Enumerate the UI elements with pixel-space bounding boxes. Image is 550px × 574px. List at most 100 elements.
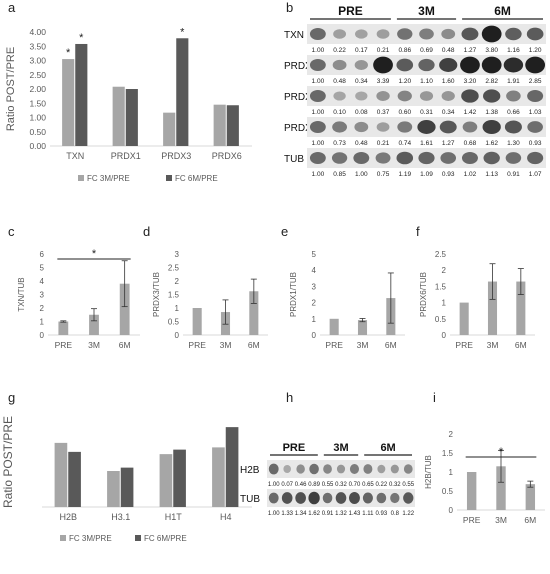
x-tick-label: 6M — [119, 340, 131, 350]
band-quant: 0.48 — [333, 78, 346, 85]
y-tick-label: 3 — [40, 291, 45, 300]
band — [373, 56, 393, 74]
band-quant: 1.07 — [529, 171, 542, 178]
group-label: PRE — [338, 4, 363, 18]
legend-label: FC 6M/PRE — [144, 534, 187, 543]
bar-PRE — [459, 302, 469, 335]
y-axis-title: Ratio POST/PRE — [1, 416, 15, 508]
band-quant: 1.61 — [420, 140, 433, 147]
x-tick-label: 6M — [515, 340, 527, 350]
band-quant: 3.20 — [464, 78, 477, 85]
bar-3M — [357, 320, 368, 335]
band-quant: 0.70 — [349, 482, 361, 488]
band-quant: 0.93 — [376, 511, 388, 517]
band — [525, 56, 546, 74]
y-tick-label: 2.00 — [29, 84, 46, 94]
band — [309, 463, 319, 475]
band — [418, 151, 435, 165]
band-quant: 3.80 — [485, 47, 498, 54]
bar-PRE — [329, 318, 339, 335]
y-tick-label: 2 — [312, 299, 317, 308]
band — [462, 121, 478, 133]
band — [504, 120, 522, 134]
y-axis-title: PRDX3/TUB — [152, 272, 161, 317]
band-quant: 0.68 — [464, 140, 477, 147]
band-quant: 1.43 — [349, 511, 361, 517]
band — [527, 151, 544, 165]
band-quant: 1.91 — [507, 78, 520, 85]
y-tick-label: 2 — [40, 304, 45, 313]
panel-letter-a: a — [8, 0, 16, 15]
band-quant: 0.48 — [355, 140, 368, 147]
x-tick-label: PRDX3 — [161, 151, 191, 161]
bar-6M — [119, 283, 130, 335]
y-tick-label: 2 — [449, 430, 454, 439]
bar-H4-series2 — [225, 427, 239, 507]
panel-letter-c: c — [8, 224, 15, 239]
band-quant: 0.32 — [389, 482, 401, 488]
y-tick-label: 2.50 — [29, 70, 46, 80]
band-quant: 1.00 — [312, 109, 325, 116]
band-quant: 0.69 — [420, 47, 433, 54]
row-label: TXN — [284, 30, 304, 41]
band — [417, 120, 436, 134]
band — [397, 90, 412, 102]
group-label: 3M — [333, 442, 348, 454]
band-quant: 0.46 — [295, 482, 307, 488]
band — [309, 121, 326, 133]
band — [419, 28, 434, 40]
band — [363, 464, 373, 474]
y-tick-label: 2 — [175, 277, 180, 286]
band-quant: 1.22 — [402, 511, 414, 517]
bar-PRE — [58, 321, 69, 335]
x-tick-label: 3M — [88, 340, 100, 350]
band-quant: 0.93 — [529, 140, 542, 147]
y-tick-label: 1.5 — [442, 449, 454, 458]
significance-star: * — [92, 248, 97, 260]
x-tick-label: H3.1 — [111, 512, 130, 522]
band — [322, 492, 333, 504]
band-quant: 1.19 — [398, 171, 411, 178]
band — [354, 121, 369, 133]
legend-label: FC 3M/PRE — [69, 534, 112, 543]
band — [335, 492, 347, 504]
band — [309, 90, 326, 102]
band — [268, 492, 279, 504]
band-quant: 1.62 — [308, 511, 320, 517]
band — [323, 464, 332, 474]
band — [296, 464, 305, 474]
band — [397, 28, 413, 40]
x-tick-label: 3M — [487, 340, 499, 350]
band-quant: 0.55 — [322, 482, 334, 488]
y-tick-label: 5 — [40, 264, 45, 273]
band-quant: 1.13 — [485, 171, 498, 178]
band-quant: 1.60 — [442, 78, 455, 85]
y-tick-label: 1.5 — [168, 291, 180, 300]
row-label: H2B — [240, 465, 260, 476]
band — [461, 151, 478, 165]
band-quant: 1.00 — [312, 171, 325, 178]
bar-H2B-series2 — [68, 451, 81, 507]
group-label: 6M — [380, 442, 395, 454]
bar-6M — [249, 291, 259, 335]
band-quant: 1.00 — [355, 171, 368, 178]
band-quant: 1.33 — [281, 511, 293, 517]
band — [397, 121, 413, 133]
bar-6M — [516, 281, 526, 335]
bar-3M — [496, 466, 506, 510]
bar-H2B-series1 — [54, 442, 68, 507]
bar-H3.1-series2 — [120, 467, 134, 507]
band — [527, 89, 544, 103]
band-quant: 1.03 — [529, 109, 542, 116]
y-tick-label: 1 — [449, 468, 454, 477]
band-quant: 0.34 — [355, 78, 368, 85]
band-quant: 0.66 — [507, 109, 520, 116]
bar-PRDX1-series2 — [125, 89, 138, 146]
significance-star: * — [180, 26, 185, 38]
band — [283, 464, 291, 474]
band-quant: 0.74 — [398, 140, 411, 147]
band-quant: 0.22 — [376, 482, 388, 488]
bar-TXN-series1 — [62, 59, 75, 147]
y-tick-label: 0 — [442, 331, 447, 340]
y-tick-label: 1 — [40, 318, 45, 327]
